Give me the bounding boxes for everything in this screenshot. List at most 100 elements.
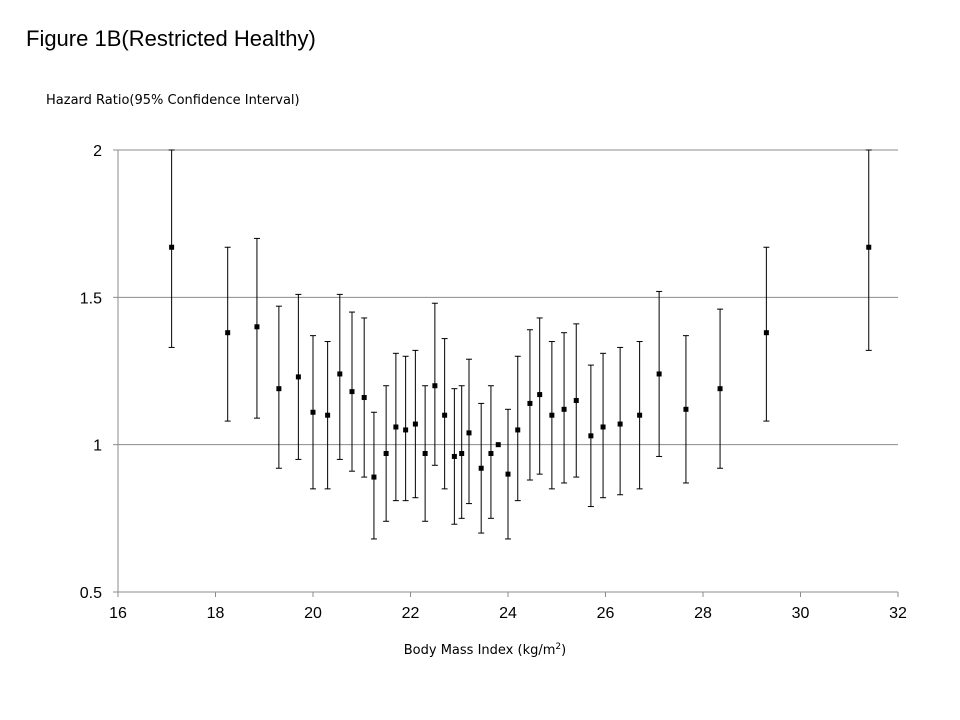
x-tick-label: 22	[402, 605, 420, 622]
grid-layer	[118, 149, 898, 446]
data-point-group	[505, 408, 511, 540]
data-point-group	[370, 411, 377, 540]
data-point-group	[224, 246, 231, 422]
data-point-group	[495, 442, 501, 448]
data-point	[617, 421, 623, 427]
data-point-group	[412, 349, 419, 499]
data-point-group	[361, 317, 368, 478]
x-tick-label: 24	[499, 605, 517, 622]
data-point-group	[451, 388, 458, 525]
data-point-group	[682, 335, 689, 484]
x-tick-label: 16	[109, 605, 127, 622]
data-point	[349, 389, 355, 395]
data-point	[337, 371, 343, 377]
data-point-group	[310, 335, 316, 490]
data-point-group	[466, 358, 472, 505]
data-point	[763, 330, 769, 336]
data-point	[561, 406, 567, 412]
data-point	[459, 451, 465, 457]
y-tick-label: 1.5	[80, 290, 102, 307]
data-point	[442, 412, 448, 418]
data-point	[310, 409, 316, 415]
data-point	[495, 442, 501, 448]
figure-title: Figure 1B(Restricted Healthy)	[26, 26, 316, 51]
data-point	[403, 427, 409, 433]
x-tick-label: 18	[207, 605, 225, 622]
data-point	[422, 451, 428, 457]
data-point-group	[573, 323, 580, 478]
y-tick-labels: 0.5 1 1.5 2	[80, 143, 102, 602]
x-tick-label: 30	[792, 605, 810, 622]
data-point	[505, 471, 511, 477]
data-point-group	[168, 149, 175, 348]
data-point	[515, 427, 521, 433]
x-axis-label: Body Mass Index (kg/m2)	[404, 642, 566, 658]
x-axis-label-main: Body Mass Index (kg/m	[404, 643, 556, 658]
data-point-group	[253, 237, 260, 419]
data-point	[466, 430, 472, 436]
data-point	[683, 406, 689, 412]
data-point	[478, 465, 484, 471]
data-point-group	[656, 290, 663, 457]
data-point	[254, 324, 260, 330]
data-point-group	[487, 385, 494, 519]
data-point	[412, 421, 418, 427]
data-point-group	[548, 341, 555, 490]
axis-layer	[113, 149, 899, 597]
data-point-group	[431, 302, 438, 466]
data-point-group	[587, 364, 594, 508]
y-tick-label: 1	[93, 438, 102, 455]
data-point-group	[763, 246, 770, 422]
data-point	[537, 392, 543, 398]
data-point-group	[295, 293, 302, 460]
data-point	[393, 424, 399, 430]
y-axis-label: Hazard Ratio(95% Confidence Interval)	[46, 93, 300, 108]
x-tick-label: 28	[694, 605, 712, 622]
data-point	[325, 412, 331, 418]
data-point-group	[402, 355, 409, 502]
data-point	[717, 386, 723, 392]
data-point	[588, 433, 594, 439]
data-point	[549, 412, 555, 418]
x-tick-labels: 16 18 20 22 24 26 28 30 32	[109, 605, 907, 622]
data-point-group	[536, 317, 543, 475]
data-point-group	[617, 346, 624, 496]
data-point	[276, 386, 282, 392]
data-point	[656, 371, 662, 377]
data-point-group	[336, 293, 343, 460]
data-point	[225, 330, 231, 336]
data-point-group	[383, 385, 390, 522]
data-point-group	[561, 332, 568, 484]
series-hazard-ratio	[168, 149, 872, 540]
data-point-group	[636, 341, 643, 490]
data-point-group	[717, 308, 724, 469]
data-point	[488, 451, 494, 457]
y-tick-label: 0.5	[80, 585, 102, 602]
data-point-group	[441, 338, 448, 490]
data-point	[432, 383, 438, 389]
x-tick-label: 32	[889, 605, 907, 622]
data-point	[371, 474, 377, 480]
data-point-group	[392, 352, 399, 502]
data-point	[600, 424, 606, 430]
x-axis-label-end: )	[561, 643, 566, 658]
data-point	[637, 412, 643, 418]
data-point	[383, 451, 389, 457]
x-axis-label-superscript: 2	[555, 642, 561, 652]
data-point-group	[526, 329, 533, 481]
y-tick-label: 2	[93, 143, 102, 160]
data-point-group	[458, 385, 465, 519]
data-point-group	[324, 341, 331, 490]
data-point	[573, 397, 579, 403]
data-point	[866, 244, 872, 250]
data-point	[361, 395, 367, 401]
data-point	[527, 400, 533, 406]
data-point	[451, 453, 457, 459]
data-point-group	[478, 402, 485, 534]
data-point-group	[275, 305, 282, 469]
data-point	[169, 244, 175, 250]
data-point	[295, 374, 301, 380]
data-point-group	[422, 385, 429, 522]
x-tick-label: 26	[597, 605, 615, 622]
